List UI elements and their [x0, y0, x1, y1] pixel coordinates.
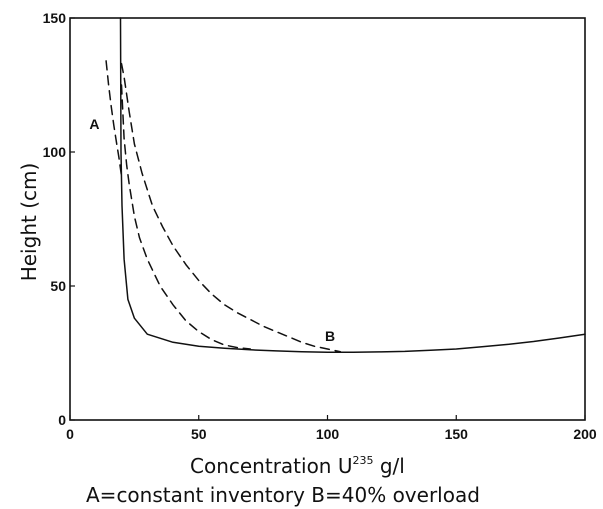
- axis-titles: Concentration U235 g/l Height (cm) A=con…: [17, 163, 480, 507]
- curve-label: A: [89, 116, 99, 132]
- dashed-series-line: [120, 62, 342, 353]
- y-tick-label: 100: [43, 144, 67, 160]
- y-tick-label: 50: [50, 278, 66, 294]
- y-tick-label: 150: [43, 10, 67, 26]
- plot-frame: [69, 17, 586, 421]
- axis-ticks: 0 50 100 150 200 0 50 100 150: [43, 10, 597, 442]
- dashed-series-line: [105, 60, 123, 177]
- chart-caption: A=constant inventory B=40% overload: [86, 483, 480, 507]
- x-tick-label: 50: [191, 426, 207, 442]
- dashed-series-line: [120, 84, 252, 350]
- x-tick-label: 200: [573, 426, 597, 442]
- x-tick-label: 150: [445, 426, 469, 442]
- annotations: AB: [89, 116, 335, 344]
- x-axis-label-unit: g/l: [373, 454, 404, 478]
- plot-border: [69, 17, 586, 421]
- x-tick-label: 0: [66, 426, 74, 442]
- series-group: [105, 17, 586, 353]
- x-tick-label: 100: [316, 426, 340, 442]
- x-axis-label-superscript: 235: [352, 454, 373, 467]
- curve-label: B: [325, 328, 335, 344]
- x-axis-label: Concentration U: [190, 454, 352, 478]
- solid-series-line: [119, 17, 586, 353]
- y-tick-label: 0: [58, 412, 66, 428]
- y-axis-title: Height (cm): [17, 163, 41, 282]
- x-axis-title: Concentration U235 g/l: [190, 454, 405, 478]
